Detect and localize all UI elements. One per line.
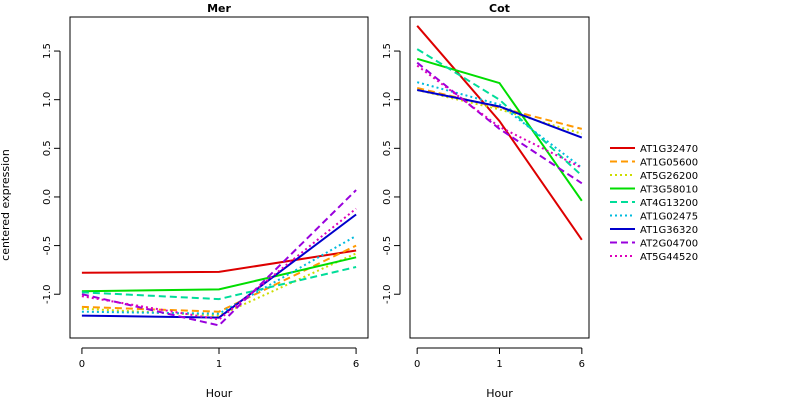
series-line-at1g36320 xyxy=(417,89,583,139)
y-tick-label: 1.5 xyxy=(42,43,53,59)
plot-box xyxy=(69,16,369,339)
legend-label: AT4G13200 xyxy=(640,198,698,209)
legend: AT1G32470 AT1G05600 AT5G26200 AT3G58010 AT4G… xyxy=(610,144,698,263)
y-axis-title: centered expression xyxy=(0,149,12,261)
series-line-at1g05600 xyxy=(81,244,357,313)
y-tick-label: 1.0 xyxy=(382,92,393,108)
series-line-at5g44520 xyxy=(81,207,357,321)
series-line-at1g02475 xyxy=(81,235,357,315)
x-axis-title: Hour xyxy=(206,387,233,400)
panels: Mer 0 1 6 Hour -1.0 -0.5 0.0 0.5 1.0 1.5 Cot 0 1 6 Hour… xyxy=(42,2,590,400)
y-tick-label: 1.0 xyxy=(42,92,53,108)
series-line-at4g13200 xyxy=(81,266,357,301)
series-line-at3g58010 xyxy=(416,57,583,202)
panel-title: Mer xyxy=(207,2,231,15)
x-tick-label: 1 xyxy=(216,359,222,370)
panel-title: Cot xyxy=(489,2,510,15)
y-tick-label: -0.5 xyxy=(42,236,53,256)
legend-label: AT1G36320 xyxy=(640,225,698,236)
x-tick-label: 6 xyxy=(353,359,359,370)
plot-box xyxy=(409,16,590,339)
y-tick-label: 0.5 xyxy=(382,140,393,156)
x-tick-label: 6 xyxy=(579,359,585,370)
legend-label: AT1G05600 xyxy=(640,158,698,169)
series-line-at1g32470 xyxy=(416,25,583,241)
panel-mer: Mer 0 1 6 Hour -1.0 -0.5 0.0 0.5 1.0 1.5 xyxy=(42,2,369,400)
series-line-at3g58010 xyxy=(81,256,357,293)
y-tick-label: 0.0 xyxy=(42,189,53,205)
legend-label: AT5G44520 xyxy=(640,252,698,263)
x-axis-title: Hour xyxy=(486,387,513,400)
legend-label: AT2G04700 xyxy=(640,239,698,250)
y-tick-label: -1.0 xyxy=(42,284,53,304)
x-tick-label: 0 xyxy=(79,359,85,370)
x-tick-label: 0 xyxy=(414,359,420,370)
y-tick-label: 0.5 xyxy=(42,140,53,156)
series-line-at5g26200 xyxy=(81,252,357,317)
series-line-at2g04700 xyxy=(416,61,583,185)
legend-label: AT1G32470 xyxy=(640,144,698,155)
series-line-at5g26200 xyxy=(416,89,583,135)
series-line-at1g02475 xyxy=(416,81,583,169)
x-tick-label: 1 xyxy=(496,359,502,370)
legend-label: AT1G02475 xyxy=(640,212,698,223)
series-line-at1g36320 xyxy=(81,213,357,319)
legend-label: AT5G26200 xyxy=(640,171,698,182)
y-tick-label: -1.0 xyxy=(382,284,393,304)
y-tick-label: -0.5 xyxy=(382,236,393,256)
legend-label: AT3G58010 xyxy=(640,185,698,196)
y-tick-label: 1.5 xyxy=(382,43,393,59)
series-line-at1g32470 xyxy=(81,249,357,274)
series-line-at4g13200 xyxy=(416,48,583,177)
panel-cot: Cot 0 1 6 Hour -1.0 -0.5 0.0 0.5 1.0 1.5 xyxy=(382,2,590,400)
y-tick-label: 0.0 xyxy=(382,189,393,205)
